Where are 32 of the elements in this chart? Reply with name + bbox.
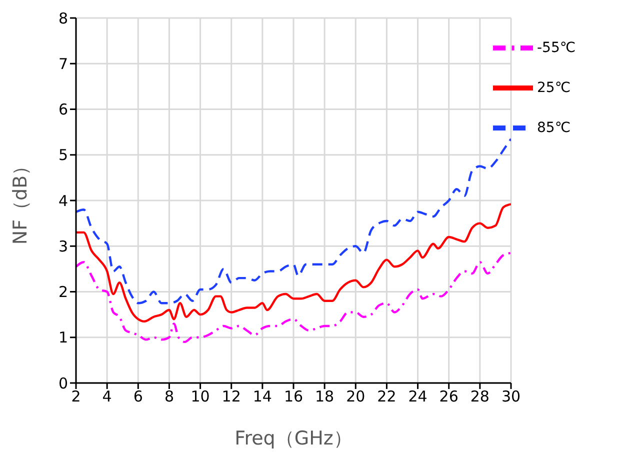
legend-label: -55℃ — [537, 40, 576, 56]
x-tick-label: 16 — [284, 388, 304, 406]
x-tick-label: 18 — [315, 388, 334, 406]
y-tick-label: 3 — [58, 237, 68, 256]
line-series — [76, 252, 511, 344]
x-tick-label: 12 — [222, 388, 241, 406]
legend-label: 25℃ — [537, 80, 571, 96]
y-tick-label: 7 — [58, 54, 68, 73]
x-tick-label: 24 — [408, 388, 428, 406]
y-tick-label: 2 — [58, 283, 68, 302]
x-tick-label: 28 — [470, 388, 490, 406]
y-tick-label: 6 — [58, 100, 68, 119]
y-tick-label: 1 — [58, 328, 68, 347]
x-tick-label: 2 — [71, 388, 81, 406]
line-series — [76, 203, 511, 323]
x-tick-label: 14 — [252, 388, 272, 406]
y-tick-label: 4 — [58, 192, 68, 210]
x-tick-label: 4 — [102, 388, 112, 406]
y-tick-label: 5 — [58, 146, 68, 164]
y-tick-label: 8 — [58, 9, 68, 28]
y-axis-title: NF（dB） — [10, 156, 32, 245]
x-tick-label: 6 — [133, 388, 143, 406]
x-tick-label: 8 — [164, 388, 174, 406]
x-tick-label: 26 — [439, 388, 458, 406]
line-series — [76, 138, 511, 304]
x-tick-label: 20 — [346, 388, 366, 406]
legend-label: 85℃ — [537, 120, 571, 136]
x-tick-label: 10 — [190, 388, 210, 406]
x-axis-title: Freq（GHz） — [234, 427, 352, 450]
y-tick-label: 0 — [58, 374, 68, 392]
x-tick-label: 22 — [377, 388, 396, 406]
x-tick-label: 30 — [501, 388, 521, 406]
